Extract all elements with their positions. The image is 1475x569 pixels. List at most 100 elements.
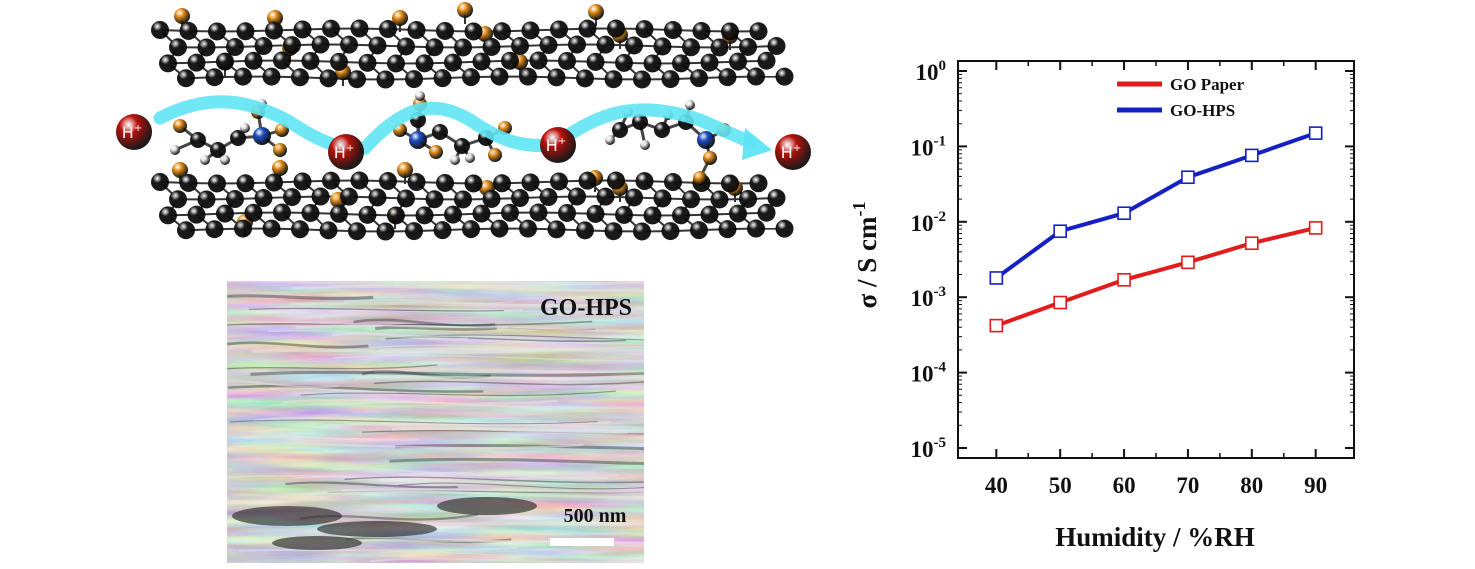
carbon-atom [596, 187, 615, 206]
carbon-atom [568, 187, 586, 206]
carbon-atom [682, 190, 700, 209]
y-tick-label: 10-2 [911, 209, 947, 236]
nitrogen-atom [697, 131, 715, 149]
carbon-atom [604, 222, 623, 241]
sem-streak [331, 467, 474, 474]
carbon-atom [767, 189, 786, 208]
hydrogen-atom [605, 135, 615, 145]
carbon-atom [159, 54, 177, 73]
carbon-atom [208, 174, 226, 193]
oxygen-atom [174, 8, 190, 24]
sem-sample-label: GO-HPS [540, 295, 632, 321]
oxygen-atom [397, 162, 413, 178]
carbon-atom [547, 220, 566, 239]
carbon-atom [721, 22, 739, 41]
carbon-atom [350, 171, 369, 190]
carbon-atom [632, 114, 648, 130]
carbon-atom [208, 22, 226, 41]
x-tick-label: 90 [1304, 473, 1327, 498]
carbon-atom [444, 205, 462, 224]
sem-streak [380, 551, 559, 558]
carbon-atom [568, 35, 586, 54]
carbon-atom [262, 67, 281, 86]
carbon-atom [653, 37, 672, 56]
sem-streak [389, 457, 644, 466]
carbon-atom [550, 20, 568, 39]
carbon-atom [767, 37, 786, 56]
carbon-atom [187, 205, 206, 224]
carbon-atom [615, 205, 633, 224]
carbon-atom [747, 219, 765, 238]
carbon-atom [319, 69, 338, 88]
bottom-graphene-oxide-sheet [151, 160, 794, 241]
sem-streak [227, 321, 508, 329]
sem-streak [405, 334, 644, 341]
chart-series [989, 126, 1323, 333]
sem-streak [243, 435, 419, 441]
data-point-marker [989, 318, 1004, 333]
carbon-atom [210, 142, 226, 158]
sem-streak [232, 443, 584, 450]
data-point-marker [1053, 224, 1067, 239]
carbon-atom [710, 190, 729, 209]
sem-streak [307, 489, 644, 499]
carbon-atom [151, 21, 169, 39]
carbon-atom [265, 21, 283, 40]
sem-dark-region [272, 536, 362, 550]
carbon-atom [425, 190, 444, 209]
carbon-atom [511, 37, 529, 56]
carbon-atom [690, 221, 708, 240]
y-tick-label: 10-4 [911, 360, 947, 387]
carbon-atom [635, 20, 654, 39]
series-go-paper [989, 221, 1323, 333]
sem-streak [228, 384, 484, 393]
y-axis-ticks: 100 10-1 10-2 10-3 10-4 10-5 [911, 58, 1354, 462]
carbon-atom [501, 203, 519, 222]
x-tick-label: 70 [1176, 473, 1199, 498]
sem-scale-bar [550, 538, 614, 546]
sem-streak [250, 370, 644, 377]
carbon-atom [348, 70, 366, 89]
carbon-atom [482, 37, 501, 56]
carbon-atom [444, 53, 462, 72]
carbon-atom [653, 189, 672, 208]
carbon-atom [729, 204, 747, 223]
carbon-atom [301, 203, 320, 222]
sem-streak [374, 368, 644, 374]
series-line [995, 131, 1317, 280]
sem-streak [353, 318, 496, 327]
carbon-atom [757, 51, 776, 70]
oxygen-atom [693, 171, 707, 185]
carbon-atom [169, 190, 187, 209]
carbon-atom [226, 190, 244, 209]
data-point-marker [1053, 295, 1067, 310]
carbon-atom [151, 173, 169, 191]
proton-sphere [116, 114, 152, 150]
sem-streak [353, 375, 644, 381]
oxygen-atom [173, 119, 187, 133]
sem-streak [227, 380, 339, 388]
carbon-atom [558, 51, 576, 70]
carbon-atom [387, 54, 405, 73]
carbon-atom [433, 69, 452, 88]
sem-streak [394, 281, 644, 285]
carbon-atom [576, 69, 594, 88]
carbon-atom [739, 189, 757, 208]
nitrogen-atom [253, 127, 271, 145]
y-tick-label: 10-1 [911, 133, 947, 160]
data-point-marker [989, 271, 1004, 285]
carbon-atom [690, 69, 708, 88]
carbon-atom [387, 206, 405, 225]
carbon-atom [576, 221, 594, 240]
y-axis-label: σ / S cm-1 [849, 202, 882, 309]
sem-streak [227, 341, 369, 349]
carbon-atom [672, 54, 690, 73]
data-point-marker [1308, 221, 1323, 235]
data-point-marker [1181, 255, 1195, 270]
sem-streak [269, 385, 398, 395]
proton-sphere [775, 134, 811, 170]
carbon-atom [293, 20, 312, 39]
sem-layer-streaks [227, 281, 644, 563]
sem-dark-region [232, 506, 342, 526]
sem-streak [230, 419, 598, 425]
